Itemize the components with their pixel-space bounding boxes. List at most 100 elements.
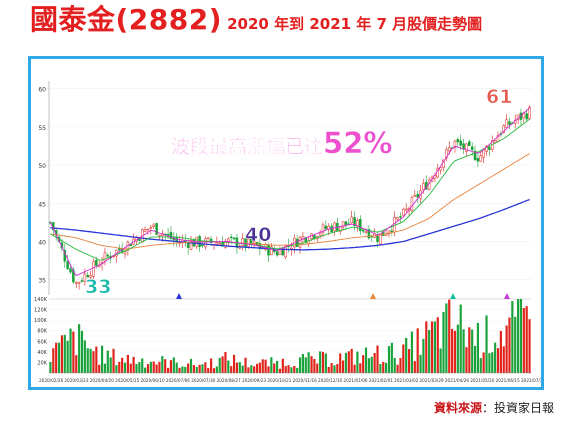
volume-bar — [456, 324, 459, 373]
date-tick-label: 2020/10/21 — [267, 378, 291, 383]
volume-bar — [253, 366, 256, 373]
volume-bar — [410, 331, 414, 373]
volume-bar — [100, 345, 104, 373]
candle-body — [359, 218, 362, 232]
volume-bar — [448, 299, 451, 373]
volume-bar — [502, 346, 505, 373]
candle-body — [459, 140, 462, 146]
volume-bar — [63, 334, 66, 373]
volume-bar — [241, 365, 244, 373]
candle-body — [298, 237, 302, 248]
date-tick-label: 2020/04/20 — [90, 378, 114, 383]
volume-bar — [327, 366, 330, 373]
source-text: 投資家日報 — [493, 401, 554, 415]
volume-bar — [69, 328, 72, 373]
volume-bar — [55, 342, 58, 373]
candle-body — [525, 113, 528, 120]
event-marker-triangle — [504, 293, 510, 299]
data-source: 資料來源：投資家日報 — [434, 399, 554, 416]
volume-bar — [505, 325, 508, 373]
volume-bar — [175, 362, 178, 373]
volume-bar — [132, 356, 135, 373]
candle-body — [502, 125, 505, 133]
title-stock: 國泰金(2882) — [30, 3, 223, 36]
volume-bar — [235, 362, 239, 373]
price-tick-label: 60 — [38, 87, 46, 94]
candle-body — [270, 246, 273, 255]
volume-bar — [442, 311, 445, 373]
ma-line-ma240 — [50, 198, 530, 251]
volume-bar — [416, 328, 419, 373]
price-tick-label: 50 — [38, 163, 46, 170]
volume-bar — [201, 364, 204, 373]
candle-body — [215, 242, 219, 245]
volume-bar — [488, 353, 491, 373]
price-tick-label: 55 — [38, 125, 46, 132]
volume-bar — [336, 364, 339, 373]
volume-bar — [304, 357, 307, 373]
candle-body — [479, 155, 483, 162]
volume-bar — [83, 340, 86, 373]
volume-bar — [522, 308, 525, 373]
volume-bar — [49, 361, 52, 373]
moving-averages — [49, 107, 530, 277]
volume-bar — [485, 315, 488, 373]
mid-price-label: 40 — [245, 224, 271, 246]
title-period: 2020 年到 2021 年 7 月股價走勢圖 — [227, 15, 483, 33]
candle-body — [201, 244, 204, 247]
candle-body — [505, 119, 508, 128]
volume-bar — [121, 357, 124, 373]
date-tick-label: 2021/03/02 — [394, 378, 418, 383]
volume-bar — [422, 338, 425, 373]
volume-bar — [92, 351, 95, 373]
volume-bar — [519, 299, 523, 373]
candle-body — [390, 230, 394, 232]
candle-body — [324, 225, 328, 230]
volume-bar — [433, 321, 436, 373]
candle-body — [528, 106, 531, 120]
volume-bar — [244, 357, 247, 373]
price-axis: 35 40 45 50 55 60 — [38, 81, 50, 295]
volume-tick-label: 120K — [34, 308, 48, 314]
volume-bar — [261, 359, 264, 373]
volume-bar — [198, 364, 201, 373]
event-markers — [176, 293, 510, 299]
candle-body — [247, 238, 250, 247]
candle-body — [447, 147, 451, 152]
date-tick-label: 2021/07/12 — [521, 378, 541, 383]
volume-bar — [293, 365, 296, 373]
date-tick-label: 2020/09/23 — [242, 378, 266, 383]
volume-bar — [356, 351, 359, 373]
candle-body — [344, 221, 348, 225]
candle-body — [439, 167, 442, 171]
volume-bar — [316, 363, 319, 373]
candle-body — [493, 140, 497, 143]
volume-bar — [367, 358, 370, 373]
volume-bar — [453, 330, 457, 373]
source-label: 資料來源 — [433, 401, 482, 415]
candle-body — [436, 168, 440, 178]
volume-bar — [57, 342, 61, 373]
volume-bar — [184, 366, 187, 373]
volume-bar — [275, 360, 279, 373]
volume-bar — [471, 329, 474, 373]
volume-bar — [267, 366, 270, 373]
date-tick-label: 2021/04/26 — [445, 378, 469, 383]
price-tick-label: 35 — [38, 278, 46, 285]
volume-bars — [49, 299, 531, 373]
volume-bar — [373, 353, 376, 373]
candle-body — [453, 140, 457, 148]
volume-bar — [376, 345, 379, 373]
candle-body — [402, 208, 405, 216]
volume-bar — [207, 368, 210, 373]
volume-bar — [189, 358, 193, 373]
volume-bar — [281, 358, 284, 373]
volume-bar — [212, 368, 216, 373]
candle-body — [152, 224, 155, 227]
date-tick-label: 2020/06/10 — [140, 378, 164, 383]
volume-bar — [166, 367, 170, 373]
candle-body — [227, 238, 230, 242]
volume-bar — [459, 304, 462, 373]
volume-bar — [482, 352, 485, 373]
volume-tick-label: 20K — [37, 360, 47, 366]
